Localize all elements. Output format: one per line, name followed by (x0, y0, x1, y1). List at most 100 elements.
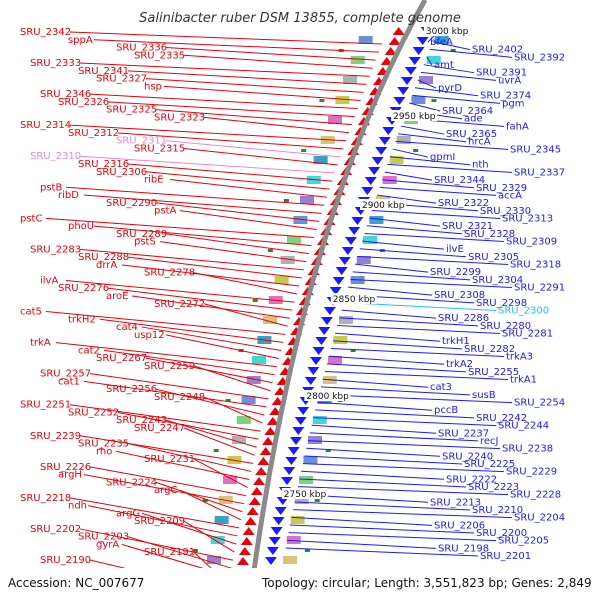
leader-line (317, 401, 433, 411)
gene-label-right: SRU_2309 (506, 236, 557, 247)
forward-gene-arrow (269, 407, 282, 415)
feature-block (426, 56, 441, 64)
feature-block (369, 216, 384, 224)
gene-label-left: SRU_2247 (134, 423, 185, 434)
leader-line (313, 417, 497, 427)
feature-block (286, 536, 301, 544)
gene-label-right: SRU_2364 (442, 106, 493, 117)
gene-label-left: aroE (106, 291, 128, 302)
leader-line (117, 132, 344, 150)
forward-gene-arrow (255, 467, 268, 475)
reverse-gene-arrow (315, 337, 328, 345)
leader-line (354, 263, 429, 273)
gene-label-left: SRU_2325 (106, 105, 157, 116)
forward-gene-arrow (238, 547, 251, 555)
leader-line (315, 409, 475, 419)
gene-label-right: SRU_2254 (514, 398, 565, 409)
gene-label-left: SRU_2289 (116, 229, 167, 240)
gene-label-left: trkH2 (68, 314, 96, 325)
gene-label-right: pyrD (438, 83, 462, 94)
leader-line (203, 396, 263, 424)
reverse-gene-arrow (287, 447, 300, 455)
gene-label-left: SRU_2326 (58, 97, 109, 108)
left-gene-labels: SRU_2342sppASRU_2336SRU_2335SRU_2333SRU_… (20, 27, 205, 566)
summary-text: Topology: circular; Length: 3,551,823 bp… (261, 576, 592, 590)
reverse-gene-arrow (382, 127, 395, 135)
leader-line (306, 447, 441, 457)
scale-mark-label: 2750 kbp (284, 490, 327, 500)
gene-label-left: gyrA (96, 539, 119, 550)
gene-label-right: SRU_2313 (502, 213, 553, 224)
reverse-gene-arrow (265, 557, 277, 565)
reverse-gene-arrow (401, 77, 413, 85)
leader-line (165, 233, 310, 255)
reverse-gene-arrow (272, 517, 285, 525)
leader-line (328, 355, 445, 365)
feature-block (328, 356, 342, 364)
feature-tick (304, 549, 310, 552)
forward-gene-arrow (384, 47, 397, 55)
feature-block (411, 96, 426, 104)
reverse-gene-arrow (268, 537, 281, 545)
leader-line (319, 394, 513, 404)
leader-line (87, 505, 238, 537)
gene-label-left: SRU_2272 (154, 299, 205, 310)
reverse-gene-arrow (348, 227, 361, 235)
leader-line (362, 240, 445, 250)
reverse-gene-arrow (378, 137, 391, 145)
gene-label-left: SRU_2251 (20, 400, 71, 411)
feature-block (300, 196, 314, 204)
leader-line (69, 124, 347, 142)
gene-label-left: SRU_2341 (78, 66, 129, 77)
leader-line (387, 163, 513, 173)
reverse-gene-arrow (393, 97, 406, 105)
gene-label-left: ilvA (40, 275, 58, 286)
leader-line (369, 217, 441, 227)
gene-label-right: SRU_2222 (446, 474, 497, 485)
gene-label-left: SRU_2323 (154, 112, 205, 123)
reverse-gene-arrow (329, 287, 342, 295)
forward-gene-arrow (240, 537, 253, 545)
gene-label-right: nth (472, 160, 489, 171)
leader-line (320, 386, 471, 396)
feature-block (252, 356, 266, 364)
leader-line (337, 325, 501, 335)
gene-label-left: SRU_2312 (68, 128, 119, 139)
leader-line (412, 94, 501, 104)
forward-gene-arrow (264, 427, 277, 435)
leader-line (155, 109, 352, 126)
gene-label-left: SRU_2346 (40, 89, 91, 100)
reverse-gene-arrow (318, 327, 331, 335)
feature-block (313, 156, 328, 164)
gene-label-right: SRU_2280 (480, 321, 531, 332)
reverse-gene-arrow (274, 507, 287, 515)
gene-label-right: SRU_2330 (480, 206, 531, 217)
reverse-gene-arrow (335, 267, 348, 275)
gene-label-left: SRU_2278 (144, 268, 195, 279)
gene-label-left: ribD (58, 190, 79, 201)
gene-label-right: SRU_2281 (502, 329, 553, 340)
reverse-gene-arrow (297, 407, 310, 415)
leader-line (290, 524, 475, 534)
leader-line (335, 332, 441, 342)
leader-line (79, 62, 370, 77)
leader-line (183, 147, 338, 166)
gene-label-right: SRU_2329 (476, 183, 527, 194)
gene-label-left: SRU_2257 (40, 369, 91, 380)
scale-mark-label: 3000 kbp (426, 27, 469, 37)
reverse-gene-arrow (332, 277, 345, 285)
feature-block (280, 256, 295, 264)
leader-line (45, 311, 286, 335)
leader-line (193, 272, 297, 295)
gene-label-left: SRU_2311 (116, 136, 167, 147)
leader-line (389, 156, 471, 166)
reverse-gene-arrow (338, 257, 351, 265)
gene-label-left: usp12 (134, 330, 165, 341)
accession-text: Accession: NC_007677 (8, 576, 144, 590)
leader-line (69, 404, 261, 432)
gene-label-left: SRU_2235 (78, 439, 129, 450)
leader-line (352, 271, 471, 281)
gene-label-left: SRU_2333 (30, 58, 81, 69)
reverse-gene-arrow (364, 177, 377, 185)
